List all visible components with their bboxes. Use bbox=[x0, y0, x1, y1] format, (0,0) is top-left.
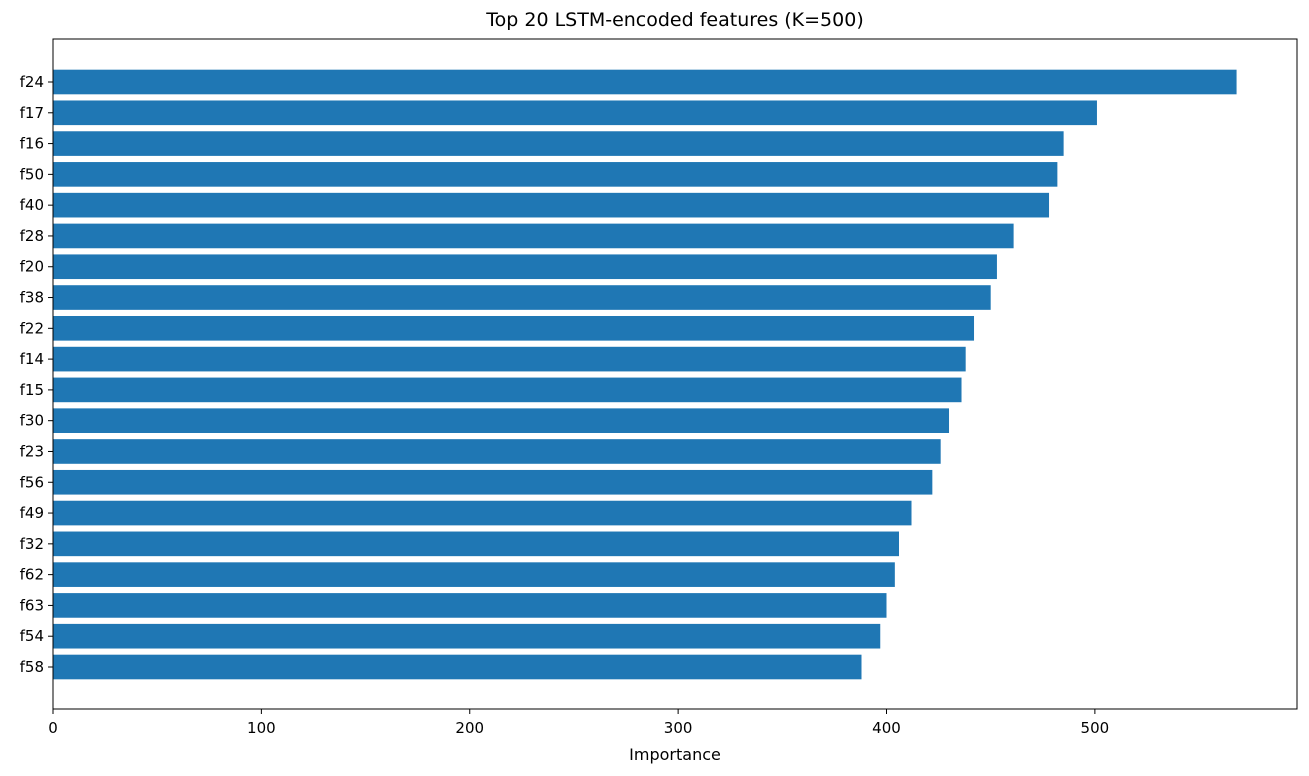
bar-f22 bbox=[53, 316, 975, 341]
bar-f30 bbox=[53, 408, 950, 433]
y-tick-label: f58 bbox=[20, 658, 44, 676]
y-tick-label: f40 bbox=[20, 196, 44, 214]
y-tick-label: f28 bbox=[20, 227, 44, 245]
bar-f17 bbox=[53, 100, 1097, 126]
y-tick-label: f17 bbox=[20, 104, 44, 122]
y-tick-label: f63 bbox=[20, 596, 44, 614]
bar-f50 bbox=[53, 162, 1058, 187]
y-tick-label: f30 bbox=[20, 412, 44, 430]
bar-f40 bbox=[53, 192, 1050, 218]
y-tick-label: f38 bbox=[20, 289, 44, 307]
chart-title: Top 20 LSTM-encoded features (K=500) bbox=[486, 9, 864, 31]
y-tick-label: f15 bbox=[20, 381, 44, 399]
y-tick-label: f20 bbox=[20, 258, 44, 276]
bar-f62 bbox=[53, 562, 895, 587]
x-axis-label: Importance bbox=[629, 745, 721, 764]
y-tick-label: f32 bbox=[20, 535, 44, 553]
y-tick-label: f56 bbox=[20, 473, 44, 491]
bar-f32 bbox=[53, 531, 900, 557]
bar-f16 bbox=[53, 131, 1064, 156]
bar-f15 bbox=[53, 377, 962, 403]
x-tick-label: 100 bbox=[247, 719, 276, 737]
bar-f56 bbox=[53, 469, 933, 495]
bar-f23 bbox=[53, 439, 941, 464]
bars-layer bbox=[53, 69, 1237, 680]
y-tick-label: f14 bbox=[20, 350, 44, 368]
y-tick-label: f49 bbox=[20, 504, 44, 522]
bar-f28 bbox=[53, 223, 1014, 249]
y-tick-label: f23 bbox=[20, 442, 44, 460]
x-tick-label: 400 bbox=[872, 719, 901, 737]
plot-frame bbox=[52, 38, 1298, 710]
y-tick-label: f16 bbox=[20, 135, 44, 153]
bar-f38 bbox=[53, 285, 991, 310]
bar-f14 bbox=[53, 346, 966, 372]
x-tick-label: 0 bbox=[48, 719, 58, 737]
y-ticks: f24 f17 f16 f50 f40 f28 f20 f38 f22 f14 f15 f30 f23 f… bbox=[20, 73, 53, 676]
x-tick-label: 300 bbox=[664, 719, 693, 737]
y-tick-label: f50 bbox=[20, 165, 44, 183]
x-tick-label: 200 bbox=[455, 719, 484, 737]
bar-f63 bbox=[53, 593, 887, 618]
bar-f58 bbox=[53, 654, 862, 680]
y-tick-label: f62 bbox=[20, 566, 44, 584]
bar-f54 bbox=[53, 623, 881, 649]
y-tick-label: f22 bbox=[20, 319, 44, 337]
bar-f24 bbox=[53, 69, 1237, 95]
y-tick-label: f54 bbox=[20, 627, 44, 645]
y-tick-label: f24 bbox=[20, 73, 44, 91]
x-ticks: 0 100 200 300 400 500 bbox=[48, 709, 1109, 737]
bar-f49 bbox=[53, 500, 912, 526]
x-tick-label: 500 bbox=[1081, 719, 1110, 737]
bar-f20 bbox=[53, 254, 997, 280]
